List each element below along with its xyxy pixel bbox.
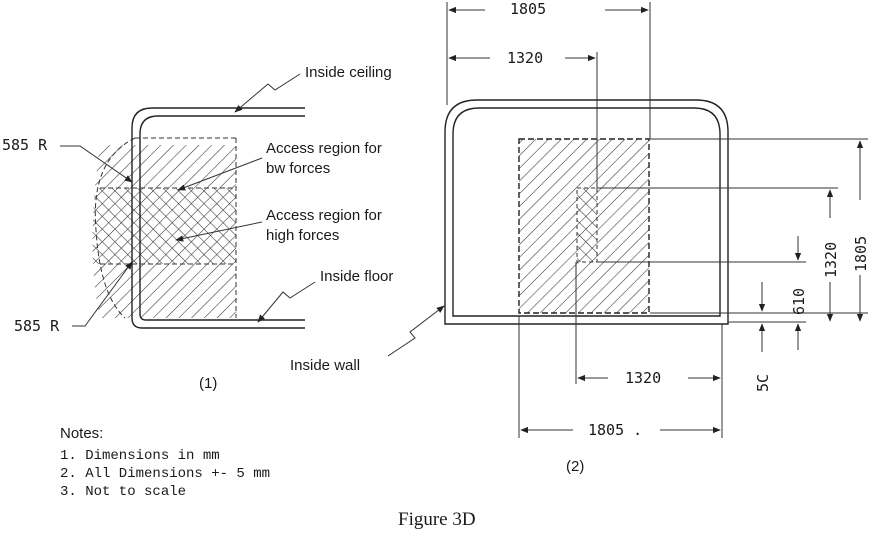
inside-ceiling-leader xyxy=(234,73,301,113)
left-container-outer xyxy=(131,107,305,329)
inside-ceiling-label: Inside ceiling xyxy=(305,64,392,81)
right-container-inner xyxy=(452,107,721,317)
radius-bottom-label: 585 R xyxy=(14,317,60,335)
figure-caption: Figure 3D xyxy=(398,509,476,530)
radius-top-label: 585 R xyxy=(2,136,48,154)
inside-floor-label: Inside floor xyxy=(320,268,393,285)
note-item-3: 3. Not to scale xyxy=(60,484,186,500)
access-low-leader xyxy=(177,157,263,191)
radius-top-leader xyxy=(60,145,133,183)
right-view-number: (2) xyxy=(566,458,584,475)
left-view-number: (1) xyxy=(199,375,217,392)
right-high-force-region xyxy=(576,187,598,263)
left-view: Inside ceiling 585 R 585 R Access region… xyxy=(2,64,393,392)
access-low-label-line1: Access region for xyxy=(266,140,382,157)
right-tiny-dim: 5C xyxy=(754,374,772,392)
notes-block: Notes: 1. Dimensions in mm 2. All Dimens… xyxy=(60,425,270,500)
note-item-2: 2. All Dimensions +- 5 mm xyxy=(60,466,270,482)
access-high-label-line2: high forces xyxy=(266,227,339,244)
left-access-regions xyxy=(92,145,236,318)
bottom-outer-dim: 1805 . xyxy=(588,421,642,439)
access-low-label-line2: bw forces xyxy=(266,160,330,177)
inside-floor-leader xyxy=(257,281,316,323)
right-small-dim: 610 xyxy=(790,288,808,315)
inside-wall-leader xyxy=(387,305,445,357)
left-container-inner xyxy=(139,115,305,321)
notes-title: Notes: xyxy=(60,425,103,442)
note-item-1: 1. Dimensions in mm xyxy=(60,448,220,464)
inside-wall-label: Inside wall xyxy=(290,357,360,374)
top-inner-dim: 1320 xyxy=(507,49,543,67)
right-outer-dim: 1805 xyxy=(852,236,870,272)
access-high-leader xyxy=(175,221,263,242)
right-container-outer xyxy=(444,99,729,325)
bottom-inner-dim: 1320 xyxy=(625,369,661,387)
radius-bottom-leader xyxy=(72,261,133,327)
access-high-label-line1: Access region for xyxy=(266,207,382,224)
right-view: 1805 1320 1805 1320 610 5C 1320 xyxy=(387,0,870,475)
top-outer-dim: 1805 xyxy=(510,0,546,18)
right-inner-dim: 1320 xyxy=(822,242,840,278)
left-access-outline xyxy=(100,137,237,318)
left-radius-arc xyxy=(94,137,136,319)
